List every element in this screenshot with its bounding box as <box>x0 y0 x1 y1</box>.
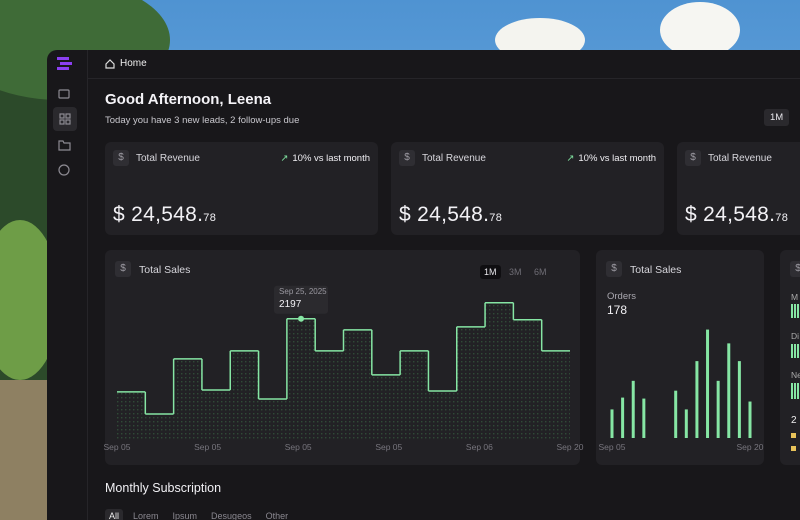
mini-bars <box>791 304 799 318</box>
kpi-label: Total Revenue <box>136 153 200 164</box>
home-icon <box>105 59 115 69</box>
kpi-value: $ 24,548.78 <box>685 203 788 227</box>
dollar-icon: $ <box>790 261 800 277</box>
legend-swatch <box>791 433 796 438</box>
metric-total: 178 <box>607 303 628 317</box>
sub-tab[interactable]: All <box>105 509 124 520</box>
kpi-cents: 78 <box>775 212 789 224</box>
kpi-label: Total Revenue <box>422 153 486 164</box>
mini-bars <box>791 383 799 399</box>
sub-tab[interactable]: Desugeos <box>211 511 252 520</box>
mini-bars <box>791 344 799 358</box>
sub-tab[interactable]: Ipsum <box>172 511 198 520</box>
greeting: Good Afternoon, Leena <box>105 91 272 108</box>
range-tabs: 1M 3M 6M <box>480 262 550 280</box>
kpi-change-text: 10% vs last month <box>292 153 370 164</box>
kpi-card: $ Total Revenue ↗ 10% vs last month $ 24,… <box>105 142 378 235</box>
sidebar-icons <box>53 57 77 176</box>
card-title: Total Sales <box>139 264 191 276</box>
sales-card: $ Total Sales 1M 3M 6M <box>105 250 580 465</box>
kpi-change: ↗ 10% vs last month <box>280 153 370 164</box>
kpi-label: Total Revenue <box>708 153 772 164</box>
card-title: Total Sales <box>630 264 682 276</box>
kpi-cents: 78 <box>489 212 503 224</box>
app-window: Home Good Afternoon, Leena Today you hav… <box>47 50 800 520</box>
dollar-icon: $ <box>115 261 131 277</box>
section-title: Monthly Subscription <box>105 481 222 495</box>
subscription-tabs: All Lorem Ipsum Desugeos Other <box>105 509 292 520</box>
row-label: M <box>791 292 799 302</box>
partial-card: $ M Di Ne 2 <box>780 250 800 465</box>
count: 2 <box>791 415 797 426</box>
dollar-icon: $ <box>606 261 622 277</box>
legend-swatch <box>791 446 796 451</box>
dollar-icon: $ <box>685 150 701 166</box>
kpi-cents: 78 <box>203 212 217 224</box>
kpi-change: ↗ 10% vs last month <box>566 153 656 164</box>
dollar-icon: $ <box>399 150 415 166</box>
range-tab[interactable]: 6M <box>533 267 547 277</box>
kpi-amount: $ 24,548. <box>113 203 204 226</box>
sub-tab[interactable]: Lorem <box>133 511 159 520</box>
kpi-card: $ Total Revenue ↗ 10% vs last month $ 24,… <box>391 142 664 235</box>
sub-tab[interactable]: Other <box>265 511 289 520</box>
kpi-amount: $ 24,548. <box>399 203 490 226</box>
breadcrumb[interactable]: Home <box>120 58 147 69</box>
range-tab[interactable]: 1M <box>480 265 501 279</box>
orders-card: $ Total Sales Orders 178 <box>596 250 764 465</box>
range-tab[interactable]: 3M <box>508 267 522 277</box>
range-button[interactable]: 1M <box>764 109 790 126</box>
dollar-icon: $ <box>113 150 129 166</box>
row-label: Di <box>791 331 800 341</box>
subtitle: Today you have 3 new leads, 2 follow-ups… <box>105 115 300 126</box>
sidebar <box>47 50 88 520</box>
topbar: Home <box>87 50 800 79</box>
row-label: Ne <box>791 370 800 380</box>
kpi-change-text: 10% vs last month <box>578 153 656 164</box>
kpi-amount: $ 24,548. <box>685 203 776 226</box>
metric-label: Orders <box>607 291 637 302</box>
kpi-value: $ 24,548.78 <box>113 203 216 227</box>
kpi-card: $ Total Revenue $ 24,548.78 <box>677 142 800 235</box>
kpi-value: $ 24,548.78 <box>399 203 502 227</box>
